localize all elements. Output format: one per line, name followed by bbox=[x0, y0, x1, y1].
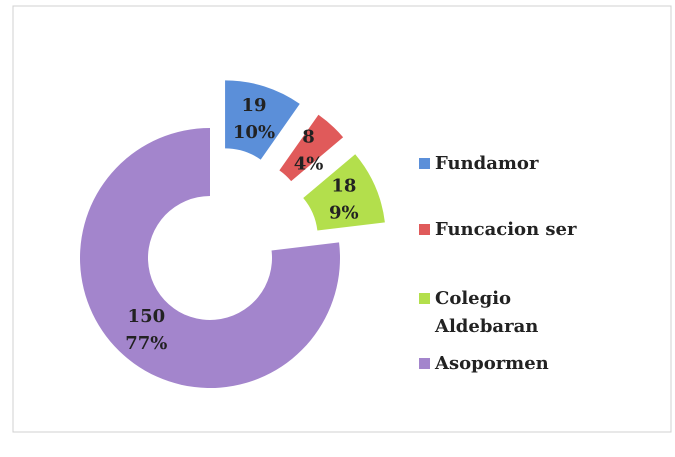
donut-slice bbox=[225, 80, 300, 160]
percent-label: 77% bbox=[125, 333, 167, 354]
data-label: 19 bbox=[241, 95, 266, 116]
percent-label: 10% bbox=[233, 122, 275, 143]
data-label: 18 bbox=[331, 176, 356, 197]
donut-slice bbox=[80, 128, 341, 388]
legend-swatch bbox=[419, 293, 430, 304]
percent-label: 4% bbox=[294, 153, 324, 174]
donut-slice bbox=[279, 114, 344, 182]
percent-label: 9% bbox=[329, 203, 359, 224]
frame bbox=[12, 5, 672, 433]
legend-label: Fundamor bbox=[435, 153, 539, 174]
legend-label: Colegio Aldebaran bbox=[435, 288, 539, 337]
legend-swatch bbox=[419, 224, 430, 235]
legend-label: Asopormen bbox=[435, 353, 549, 374]
data-label: 150 bbox=[128, 306, 166, 327]
legend-label: Funcacion ser bbox=[435, 219, 577, 240]
data-label: 8 bbox=[302, 126, 315, 147]
legend-swatch bbox=[419, 158, 430, 169]
donut-slice bbox=[303, 154, 385, 231]
legend-swatch bbox=[419, 358, 430, 369]
